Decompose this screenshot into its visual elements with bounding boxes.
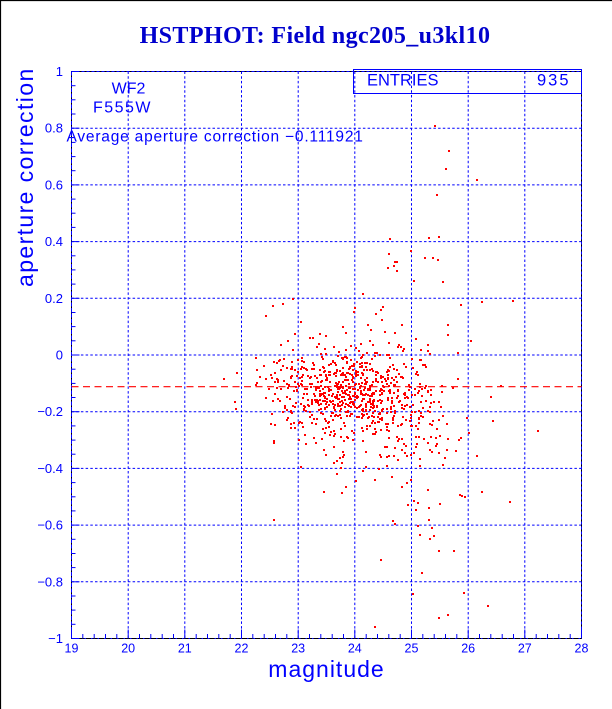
svg-text:−0.4: −0.4 — [37, 461, 63, 476]
svg-text:WF2: WF2 — [112, 81, 146, 98]
svg-text:−0.8: −0.8 — [37, 574, 63, 589]
svg-text:20: 20 — [121, 642, 135, 656]
svg-text:ENTRIES: ENTRIES — [367, 72, 439, 90]
svg-text:19: 19 — [65, 642, 79, 656]
svg-text:26: 26 — [461, 642, 475, 656]
svg-text:−1: −1 — [48, 631, 63, 646]
svg-text:F555W: F555W — [93, 100, 152, 117]
svg-text:1: 1 — [56, 64, 63, 79]
svg-text:935: 935 — [537, 72, 571, 90]
svg-text:0: 0 — [56, 348, 63, 363]
svg-text:28: 28 — [575, 642, 589, 656]
svg-text:HSTPHOT: Field ngc205_u3kl10: HSTPHOT: Field ngc205_u3kl10 — [140, 23, 491, 49]
svg-text:25: 25 — [405, 642, 419, 656]
svg-text:21: 21 — [178, 642, 192, 656]
svg-text:0.2: 0.2 — [45, 291, 63, 306]
svg-text:−0.2: −0.2 — [37, 404, 63, 419]
svg-text:22: 22 — [235, 642, 249, 656]
svg-text:24: 24 — [348, 642, 362, 656]
svg-text:0.6: 0.6 — [45, 177, 63, 192]
svg-text:27: 27 — [518, 642, 532, 656]
svg-text:−0.6: −0.6 — [37, 518, 63, 533]
svg-text:Average aperture correction −0: Average aperture correction −0.111921 — [67, 129, 364, 146]
svg-text:0.4: 0.4 — [45, 234, 63, 249]
svg-text:23: 23 — [291, 642, 305, 656]
svg-text:0.8: 0.8 — [45, 121, 63, 136]
svg-text:magnitude: magnitude — [268, 656, 384, 682]
svg-text:aperture correction: aperture correction — [12, 67, 38, 287]
